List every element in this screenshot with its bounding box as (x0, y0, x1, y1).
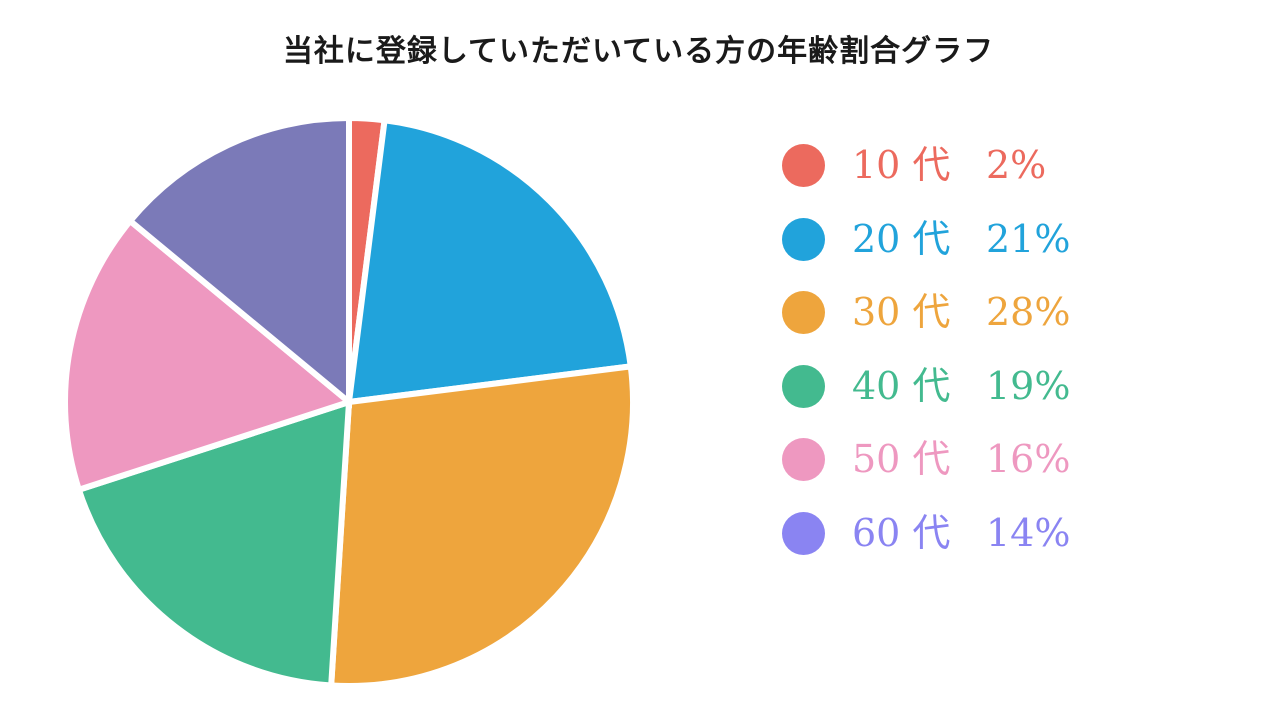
legend-marker (782, 364, 825, 408)
legend-item-60s: 60 代 14% (782, 508, 1202, 582)
legend-value: 21% (986, 216, 1071, 261)
legend-value: 19% (986, 363, 1071, 408)
legend-label: 20 代 (852, 216, 951, 261)
legend-label: 10 代 (852, 143, 951, 187)
legend-marker (782, 511, 825, 555)
legend-label: 40 代 (852, 363, 951, 408)
chart-title: 当社に登録していただいている方の年齢割合グラフ (282, 34, 995, 69)
chart-legend: 10 代 2% 20 代 21% 30 代 28% 40 代 19% 50 代 16% 60 代 14… (782, 140, 1202, 581)
legend-value: 2% (986, 143, 1047, 187)
legend-label: 60 代 (852, 510, 951, 555)
legend-item-30s: 30 代 28% (782, 287, 1202, 361)
pie-slice-50s (62, 216, 356, 494)
legend-label: 50 代 (852, 437, 951, 481)
legend-value: 16% (986, 437, 1071, 481)
legend-label: 30 代 (852, 290, 951, 334)
legend-item-20s: 20 代 21% (782, 214, 1202, 288)
legend-marker (782, 217, 825, 261)
legend-marker (782, 144, 825, 187)
pie-slice-40s (75, 397, 353, 689)
pie-slices (62, 114, 636, 689)
legend-value: 28% (986, 290, 1071, 334)
pie-slice-20s (345, 116, 635, 406)
legend-marker (782, 291, 825, 334)
legend-value: 14% (986, 510, 1071, 555)
pie-chart (62, 114, 636, 689)
legend-item-10s: 10 代 2% (782, 140, 1202, 214)
legend-item-50s: 50 代 16% (782, 434, 1202, 508)
pie-slice-30s (327, 363, 636, 689)
legend-item-40s: 40 代 19% (782, 361, 1202, 435)
pie-slice-60s (125, 114, 352, 409)
legend-marker (782, 438, 825, 481)
